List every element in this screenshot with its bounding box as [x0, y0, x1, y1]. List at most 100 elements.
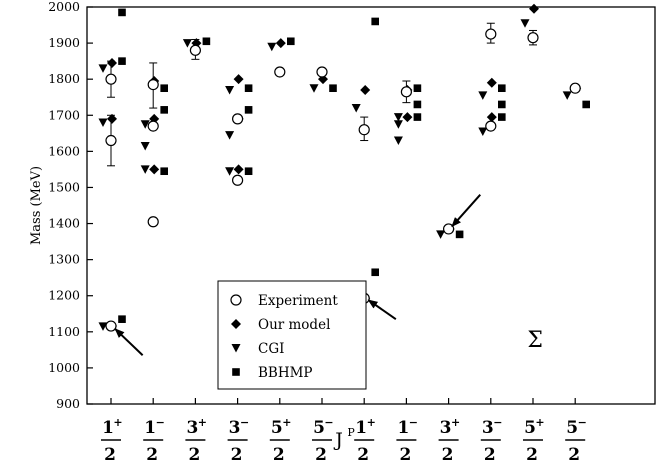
x-tick-parity: −: [156, 416, 165, 429]
x-tick-parity: +: [282, 416, 291, 429]
bbhmp-point: [160, 84, 168, 93]
legend-marker-experiment: [230, 294, 242, 306]
bbhmp-point: [498, 84, 506, 93]
cgi-point: [140, 165, 150, 174]
experiment-point: [232, 174, 244, 186]
experiment-point: [105, 320, 117, 332]
experiment-point: [316, 66, 328, 78]
x-tick-denominator: 2: [357, 445, 369, 465]
cgi-point: [225, 131, 235, 140]
cgi-point: [98, 64, 108, 73]
x-tick-denominator: 2: [188, 445, 200, 465]
experiment-point: [147, 216, 159, 228]
y-tick-label: 1000: [48, 360, 80, 375]
bbhmp-point: [455, 230, 464, 239]
our-model-point: [529, 3, 539, 14]
experiment-point: [105, 73, 117, 85]
x-tick-label: 3 − 2: [480, 416, 502, 465]
x-tick-parity: −: [240, 416, 249, 429]
cgi-point: [562, 91, 572, 100]
x-tick-parity: −: [493, 416, 502, 429]
x-tick-parity: +: [198, 416, 207, 429]
bbhmp-point: [329, 84, 337, 93]
y-tick-label: 1800: [48, 71, 80, 86]
experiment-point: [485, 120, 497, 132]
cgi-point: [98, 118, 108, 127]
experiment-point: [147, 120, 159, 132]
x-tick-denominator: 2: [146, 445, 158, 465]
our-model-point: [275, 38, 286, 49]
x-tick-label: 1 − 2: [396, 416, 418, 465]
bbhmp-point: [413, 113, 422, 121]
x-tick-label: 5 +2: [523, 416, 545, 465]
our-model-point: [360, 85, 371, 96]
x-tick-numerator: 1: [397, 418, 409, 438]
legend-label: Experiment: [258, 293, 338, 309]
x-tick-denominator: 2: [568, 445, 580, 465]
x-tick-denominator: 2: [484, 445, 496, 465]
our-model-point: [233, 74, 244, 85]
x-tick-label: 3 +2: [438, 416, 460, 465]
x-tick-denominator: 2: [231, 445, 243, 465]
y-tick-label: 1600: [48, 143, 80, 158]
annotation-arrow: [114, 328, 144, 356]
annotation-arrow: [451, 194, 481, 228]
x-tick-numerator: 1: [355, 418, 367, 438]
bbhmp-point: [244, 167, 253, 176]
bbhmp-point: [582, 100, 590, 109]
x-tick-label: 5 +2: [269, 416, 291, 465]
x-tick-denominator: 2: [526, 445, 538, 465]
x-tick-numerator: 3: [186, 418, 198, 438]
legend-marker-bbhmp: [232, 368, 240, 376]
legend-marker-our-model: [231, 319, 241, 329]
cgi-point: [267, 42, 277, 52]
experiment-point: [527, 32, 539, 44]
our-model-point: [402, 112, 413, 123]
cgi-point: [393, 113, 403, 122]
x-tick-parity: +: [113, 416, 122, 429]
experiment-point: [358, 124, 370, 136]
x-tick-numerator: 5: [271, 418, 283, 438]
legend-entry-experiment: Experiment: [230, 293, 338, 309]
legend-entry-cgi: CGI: [231, 341, 284, 357]
our-model-point: [486, 112, 497, 123]
x-tick-denominator: 2: [315, 445, 327, 465]
bbhmp-point: [118, 315, 126, 323]
bbhmp-point: [118, 8, 126, 17]
x-tick-label: 1 +2: [101, 416, 123, 465]
experiment-point: [232, 113, 244, 125]
experiment-point: [147, 78, 159, 91]
experiment-point: [105, 134, 117, 147]
x-tick-numerator: 3: [482, 418, 494, 438]
legend-marker-cgi: [231, 344, 241, 353]
bbhmp-point: [160, 167, 168, 176]
x-tick-label: 5 − 2: [312, 416, 334, 465]
group-label: Σ: [527, 328, 543, 353]
experiment-point: [443, 223, 455, 235]
bbhmp-point: [118, 57, 126, 65]
cgi-point: [140, 120, 150, 129]
cgi-point: [478, 127, 488, 137]
cgi-point: [478, 91, 488, 100]
bbhmp-point: [371, 17, 379, 26]
y-tick-label: 1400: [48, 216, 80, 231]
cgi-point: [182, 39, 192, 48]
y-tick-label: 1900: [48, 35, 80, 50]
x-tick-label: 1 +2: [354, 416, 376, 465]
y-axis-title: Mass (MeV): [29, 166, 44, 245]
experiment-point: [274, 66, 286, 78]
cgi-point: [520, 19, 530, 28]
bbhmp-point: [498, 100, 506, 109]
x-tick-numerator: 5: [566, 418, 578, 438]
bbhmp-point: [413, 84, 422, 93]
x-tick-label: 3 − 2: [227, 416, 249, 465]
cgi-point: [436, 230, 446, 239]
svg-text:P: P: [347, 426, 355, 439]
bbhmp-point: [244, 106, 253, 114]
cgi-point: [225, 167, 235, 176]
x-tick-parity: +: [367, 416, 376, 429]
bbhmp-point: [287, 37, 295, 46]
bbhmp-point: [244, 84, 253, 93]
y-tick-label: 2000: [48, 0, 80, 14]
